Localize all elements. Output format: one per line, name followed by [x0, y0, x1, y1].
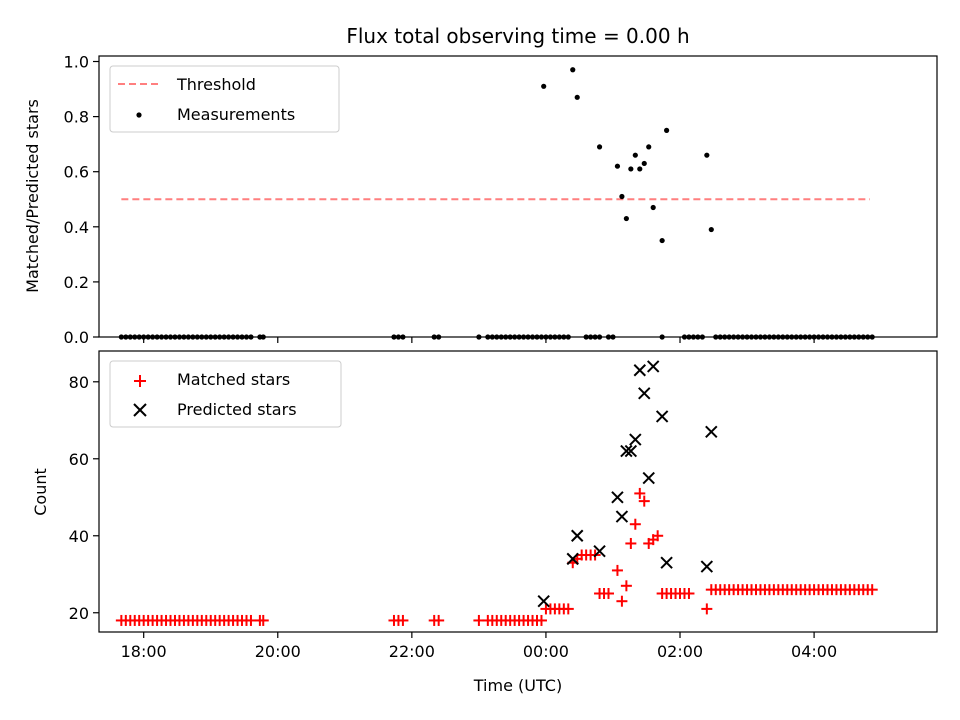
matched-star-point — [616, 595, 628, 607]
measurement-point — [596, 144, 603, 150]
bottom-y-tick-label: 20 — [69, 604, 89, 623]
measurements-legend-label: Measurements — [177, 105, 295, 124]
predicted-star-point — [566, 552, 579, 566]
matched-stars-points — [115, 487, 878, 626]
predicted-legend-swatch — [133, 403, 147, 417]
matched-star-point — [603, 588, 615, 600]
measurement-point — [664, 127, 670, 133]
x-axis-label: Time (UTC) — [473, 676, 562, 695]
figure-title: Flux total observing time = 0.00 h — [346, 24, 689, 48]
measurement-point — [623, 215, 629, 222]
measurement-point — [614, 163, 621, 169]
x-tick-label: 02:00 — [657, 642, 703, 661]
matched-star-point — [629, 518, 641, 530]
x-tick-label: 22:00 — [389, 642, 435, 661]
bottom-y-tick-label: 60 — [69, 450, 89, 469]
matched-legend-label: Matched stars — [177, 370, 290, 389]
bottom-panel-frame — [98, 350, 938, 633]
predicted-star-point — [660, 556, 673, 569]
measurement-point — [574, 94, 580, 100]
measurement-point — [632, 152, 638, 158]
measurement-point — [708, 226, 714, 233]
matched-star-point — [625, 537, 637, 549]
bottom-y-axis-label: Count — [31, 468, 50, 516]
predicted-star-point — [655, 410, 669, 423]
top-y-tick-label: 0.4 — [64, 218, 89, 237]
matched-star-point — [866, 584, 878, 596]
measurement-point — [628, 166, 634, 172]
predicted-star-point — [615, 510, 629, 523]
measurement-point — [541, 83, 547, 89]
top-y-tick-label: 0.2 — [64, 273, 89, 292]
measurement-point — [704, 152, 710, 158]
predicted-star-point — [705, 425, 718, 439]
x-tick-label: 18:00 — [121, 642, 167, 661]
matched-star-point — [611, 564, 623, 576]
predicted-star-point — [629, 433, 642, 446]
measurement-point — [650, 204, 656, 211]
matched-star-point — [638, 495, 650, 507]
bottom-panel: 20 40 60 80 18:00 20:00 22:00 00:00 02:00 04:00 C… — [31, 350, 938, 695]
predicted-star-point — [611, 491, 624, 504]
matched-legend-swatch — [134, 375, 146, 387]
predicted-star-point — [537, 594, 550, 608]
matched-star-point — [562, 603, 574, 615]
bottom-legend: Matched stars Predicted stars — [109, 360, 342, 428]
top-legend: Threshold Measurements — [109, 65, 340, 133]
measurement-point — [646, 144, 652, 150]
x-tick-label: 20:00 — [255, 642, 301, 661]
predicted-legend-label: Predicted stars — [177, 400, 297, 419]
measurement-point — [570, 67, 576, 73]
matched-star-point — [652, 530, 664, 542]
bottom-panel-ticks: 20 40 60 80 18:00 20:00 22:00 00:00 02:00 04:00 — [69, 373, 838, 661]
top-legend-box — [109, 65, 340, 133]
top-y-tick-label: 1.0 — [64, 53, 89, 72]
top-y-axis-label: Matched/Predicted stars — [23, 99, 42, 293]
matched-star-point — [433, 614, 445, 626]
bottom-legend-box — [109, 360, 342, 428]
measurement-point — [659, 237, 665, 244]
measurement-point — [641, 160, 647, 167]
predicted-star-point — [571, 529, 584, 542]
x-tick-label: 04:00 — [791, 642, 837, 661]
x-tick-label: 00:00 — [523, 642, 569, 661]
top-y-tick-label: 0.8 — [64, 108, 89, 127]
matched-star-point — [701, 603, 713, 615]
bottom-y-tick-label: 80 — [69, 373, 89, 392]
predicted-star-point — [642, 471, 655, 485]
measurements-legend-swatch — [136, 112, 142, 118]
predicted-star-point — [624, 444, 638, 458]
matched-star-point — [620, 580, 632, 592]
top-panel-frame — [98, 55, 938, 338]
predicted-star-point — [593, 544, 606, 558]
measurement-point — [637, 166, 643, 172]
measurement-point — [619, 193, 625, 200]
matched-star-point — [683, 588, 695, 600]
threshold-legend-label: Threshold — [176, 75, 256, 94]
matched-star-point — [634, 487, 646, 499]
matched-star-point — [397, 614, 409, 626]
matched-star-point — [257, 614, 269, 626]
top-panel: 0.0 0.2 0.4 0.6 0.8 1.0 Matched/Predicted sta… — [23, 53, 938, 347]
predicted-star-point — [700, 560, 714, 573]
predicted-stars-points — [537, 360, 718, 608]
predicted-star-point — [638, 387, 651, 400]
predicted-star-point — [620, 444, 633, 458]
predicted-star-point — [633, 364, 646, 377]
matched-star-point — [535, 614, 547, 626]
top-panel-ticks: 0.0 0.2 0.4 0.6 0.8 1.0 — [64, 53, 815, 347]
top-y-tick-label: 0.0 — [64, 328, 89, 347]
top-y-tick-label: 0.6 — [64, 163, 89, 182]
bottom-y-tick-label: 40 — [69, 527, 89, 546]
predicted-star-point — [646, 360, 660, 373]
